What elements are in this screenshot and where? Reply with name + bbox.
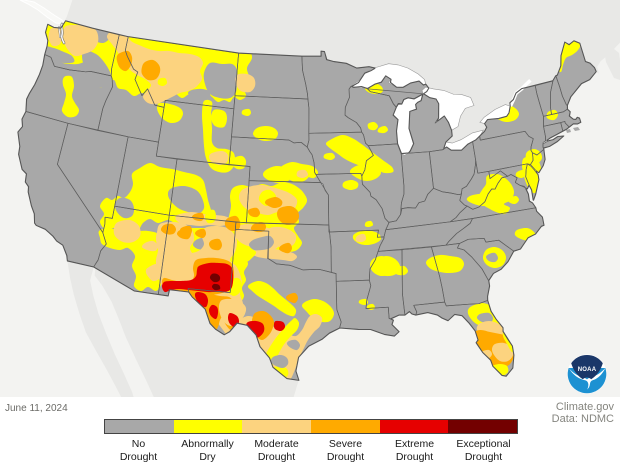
svg-text:NOAA: NOAA — [578, 367, 597, 373]
